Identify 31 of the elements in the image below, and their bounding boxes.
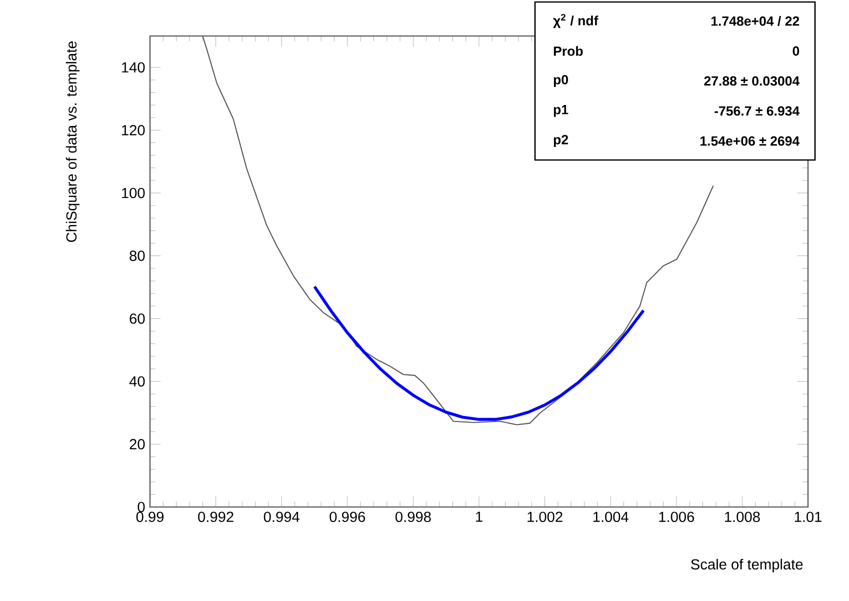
annotation: p1 <box>554 105 568 117</box>
text: χ$^{2}$ / ndf <box>553 14 598 28</box>
y-tick-label: 40 <box>129 376 145 387</box>
x-tick-label: 1.008 <box>725 512 760 522</box>
x-tick-label: 1.004 <box>593 512 628 522</box>
annotation: Prob <box>554 46 583 56</box>
x-tick-label: 1.002 <box>528 512 562 522</box>
y-tick-label: 140 <box>122 62 145 73</box>
annotation: -756.7 ± 6.934 <box>714 106 800 116</box>
x-tick-label: 0.996 <box>330 512 366 522</box>
x-tick-label: 0.994 <box>264 512 300 522</box>
annotation: 27.88 ± 0.03004 <box>704 76 800 86</box>
x-tick-label: 0.998 <box>395 512 431 522</box>
x-tick-label: 1.006 <box>659 512 694 522</box>
y-tick-label: 80 <box>130 250 145 261</box>
y-tick-label: 100 <box>122 188 145 198</box>
y-axis-title: ChiSquare of data vs. template <box>66 41 80 242</box>
text: 1.748e+04 / 22 <box>711 16 800 26</box>
annotation: p2 <box>554 134 568 148</box>
x-tick-label: 1.01 <box>794 512 822 522</box>
annotation: 0 <box>792 46 800 56</box>
y-tick-label: 0 <box>138 502 145 512</box>
y-tick-label: 60 <box>130 313 145 324</box>
annotation: p0 <box>554 74 568 87</box>
annotation: 1.54e+06 ± 2694 <box>700 136 800 146</box>
x-tick-label: 0.992 <box>198 512 234 522</box>
y-tick-label: 20 <box>130 439 145 450</box>
x-tick-label: 0.99 <box>136 512 164 522</box>
x-axis-title: Scale of template <box>691 558 803 572</box>
x-tick-label: 1 <box>476 512 482 522</box>
y-tick-label: 120 <box>122 125 145 136</box>
